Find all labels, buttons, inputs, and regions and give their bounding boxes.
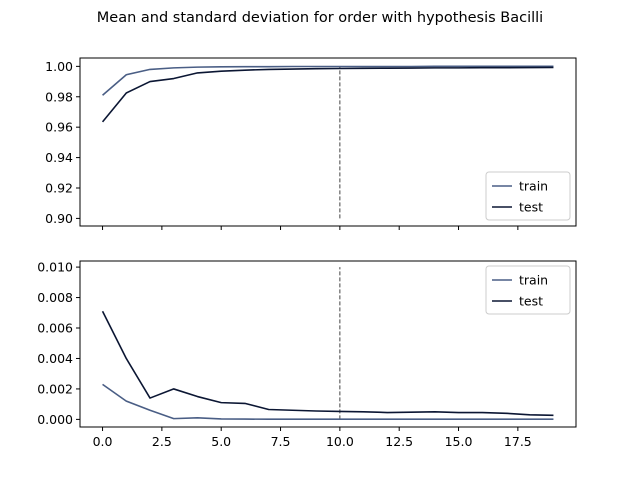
y-tick-label: 0.010 [37, 260, 73, 275]
x-tick-label: 17.5 [504, 434, 532, 449]
y-tick-label: 0.98 [45, 89, 73, 104]
legend: train test [485, 265, 571, 315]
x-tick-label: 2.5 [152, 434, 172, 449]
series-line-train [102, 65, 554, 96]
y-tick-label: 0.96 [45, 120, 73, 135]
y-tick-label: 0.008 [37, 290, 73, 305]
subplot-group: 0.900.920.940.960.981.00traintest0.0000.… [37, 57, 577, 449]
x-tick-label: 10.0 [326, 434, 354, 449]
legend: train test [485, 171, 571, 221]
y-tick-label: 0.94 [45, 150, 73, 165]
x-tick-label: 0.0 [93, 434, 113, 449]
y-tick-label: 1.00 [45, 59, 73, 74]
x-tick-label: 7.5 [271, 434, 291, 449]
figure-title: Mean and standard deviation for order wi… [97, 10, 543, 26]
legend-label: train [519, 179, 548, 194]
series-line-train [102, 383, 554, 421]
y-tick-label: 0.002 [37, 381, 73, 396]
series-line-test [101, 310, 554, 417]
legend-label: test [519, 200, 543, 215]
y-tick-label: 0.90 [45, 211, 73, 226]
legend-label: test [519, 294, 543, 309]
x-tick-label: 15.0 [445, 434, 473, 449]
legend-box [485, 171, 571, 221]
axes-frame [79, 57, 577, 227]
axes-frame [79, 260, 577, 428]
y-tick-label: 0.006 [37, 321, 73, 336]
series-line-test [101, 66, 554, 123]
legend-label: train [519, 273, 548, 288]
legend-box [485, 265, 571, 315]
y-tick-label: 0.92 [45, 180, 73, 195]
y-tick-label: 0.000 [37, 412, 73, 427]
x-tick-label: 5.0 [211, 434, 231, 449]
subplot-top: 0.90 0.92 0.94 0.96 0.98 1.00 train test [45, 57, 577, 230]
subplot-bottom: 0.000 0.002 0.004 0.006 0.008 0.010 0.0 2.5 5.0 7… [37, 260, 577, 449]
x-tick-label: 12.5 [385, 434, 413, 449]
y-tick-label: 0.004 [37, 351, 73, 366]
